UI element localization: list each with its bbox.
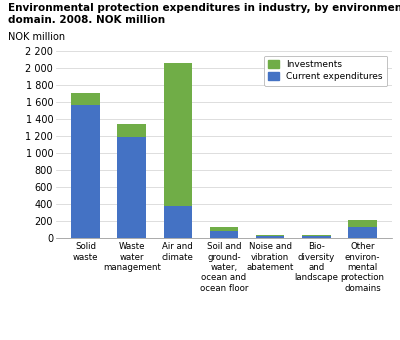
- Bar: [302, 235, 330, 236]
- Bar: [71, 94, 100, 104]
- Text: NOK million: NOK million: [8, 33, 65, 42]
- Bar: [256, 235, 284, 236]
- Bar: [210, 231, 238, 238]
- Bar: [71, 104, 100, 238]
- Bar: [348, 220, 377, 227]
- Bar: [302, 236, 330, 238]
- Bar: [118, 124, 146, 137]
- Bar: [256, 236, 284, 238]
- Bar: [164, 206, 192, 238]
- Bar: [118, 137, 146, 238]
- Bar: [348, 227, 377, 238]
- Bar: [210, 227, 238, 231]
- Bar: [164, 63, 192, 206]
- Text: Environmental protection expenditures in industry, by environmental: Environmental protection expenditures in…: [8, 3, 400, 13]
- Legend: Investments, Current expenditures: Investments, Current expenditures: [264, 55, 388, 86]
- Text: domain. 2008. NOK million: domain. 2008. NOK million: [8, 15, 165, 25]
